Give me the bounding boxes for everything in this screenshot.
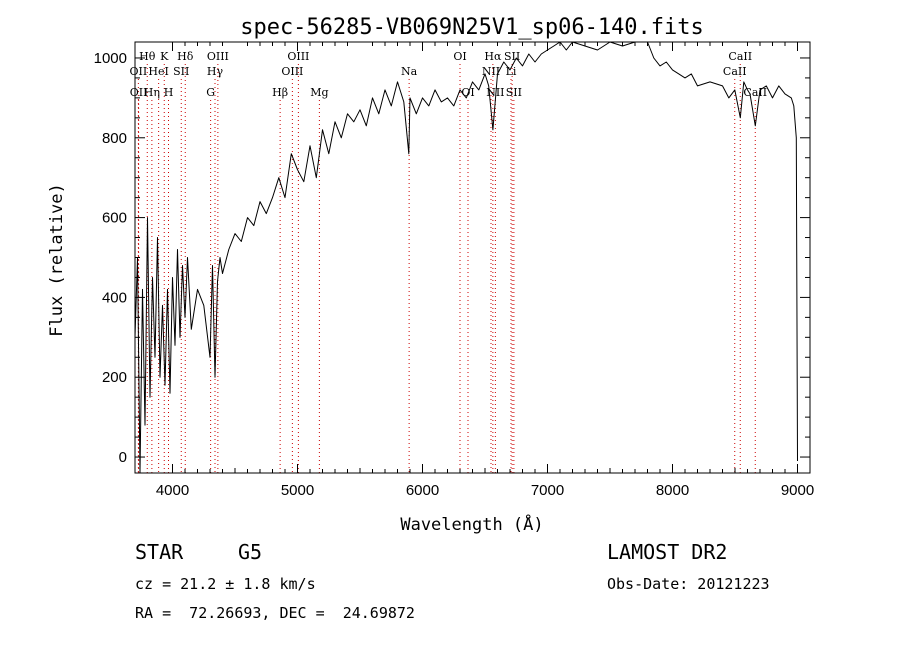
spectral-line-label: K [160, 50, 169, 63]
x-tick-label: 9000 [781, 482, 814, 499]
spectral-line-label: CaII [723, 65, 747, 78]
spectral-line-label: CaII [728, 50, 752, 63]
x-axis-label: Wavelength (Å) [400, 513, 543, 535]
spectral-line-label: Hγ [207, 65, 224, 78]
spectral-line-label: SII [504, 50, 520, 63]
spectral-line-label: OIII [281, 65, 303, 78]
redshift-value: cz = 21.2 ± 1.8 km/s [135, 575, 316, 593]
spectral-line-label: NII [482, 65, 500, 78]
spectral-line-label: OIII [207, 50, 229, 63]
spectral-line-label: G [206, 86, 215, 99]
survey-name: LAMOST DR2 [607, 540, 728, 564]
spectral-line-label: H [164, 86, 174, 99]
spectral-line-label: Na [401, 65, 418, 78]
spectral-line-label: SII [506, 86, 522, 99]
x-tick-label: 6000 [406, 482, 439, 499]
spectral-line-label: OIII [287, 50, 309, 63]
y-tick-label: 600 [102, 210, 127, 227]
y-tick-label: 800 [102, 130, 127, 147]
y-axis-label: Flux (relative) [47, 183, 67, 337]
observation-date: Obs-Date: 20121223 [607, 575, 770, 593]
chart-title: spec-56285-VB069N25V1_sp06-140.fits [240, 15, 704, 40]
spectral-line-label: OII [130, 86, 148, 99]
spectral-line-label: Mg [310, 86, 328, 99]
spectral-line-label: Hδ [177, 50, 194, 63]
object-subclass: G5 [238, 540, 263, 564]
spectral-line-label: Hα [484, 50, 502, 63]
sky-coordinates: RA = 72.26693, DEC = 24.69872 [135, 604, 415, 622]
y-tick-label: 0 [119, 449, 127, 466]
spectral-line-label: OII [130, 65, 148, 78]
y-tick-label: 1000 [94, 50, 127, 67]
y-tick-label: 400 [102, 289, 127, 306]
x-tick-label: 5000 [281, 482, 314, 499]
spectral-line-label: Hη [144, 86, 160, 99]
spectral-line-label: OI [453, 50, 466, 63]
plot-frame [134, 41, 811, 474]
spectral-line-label: Li [506, 65, 517, 78]
spectral-line-label: SII [173, 65, 189, 78]
flux-series-line [134, 41, 798, 474]
y-tick-label: 200 [102, 369, 127, 386]
spectral-line-label: NII [486, 86, 504, 99]
spectral-line-label: Hβ [272, 86, 288, 99]
x-tick-label: 4000 [156, 482, 189, 499]
x-tick-label: 7000 [531, 482, 564, 499]
object-class: STAR [135, 540, 184, 564]
x-tick-label: 8000 [656, 482, 689, 499]
spectral-line-label: HeI [148, 65, 168, 78]
spectral-line-label: Hθ [139, 50, 156, 63]
